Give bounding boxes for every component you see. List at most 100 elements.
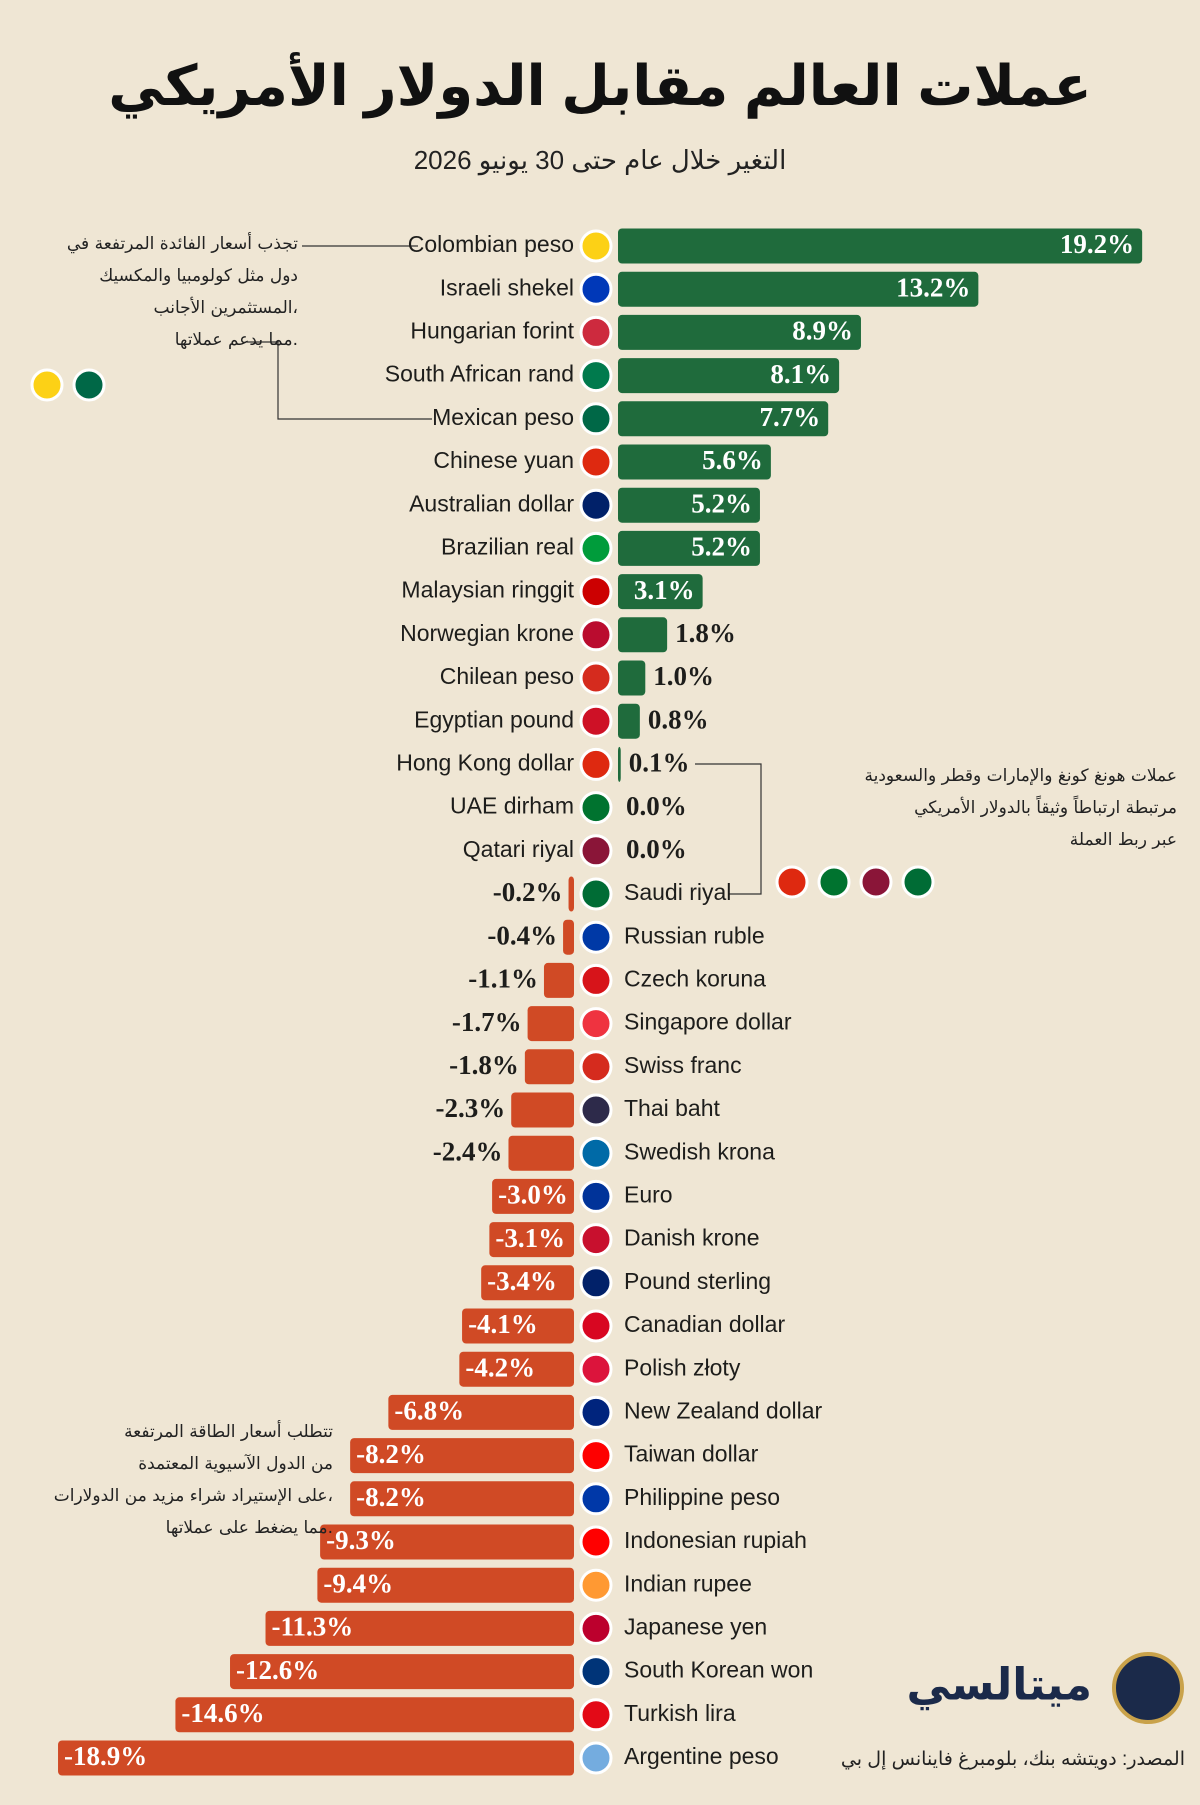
value-label: -3.1% <box>495 1223 565 1253</box>
value-label: 8.1% <box>770 359 831 389</box>
flag-icon <box>579 1655 613 1689</box>
value-label: -0.4% <box>487 920 557 950</box>
category-label: Mexican peso <box>432 404 574 430</box>
bar <box>230 1654 574 1690</box>
value-label: 1.8% <box>675 618 736 648</box>
flag-icon <box>579 575 613 609</box>
flag-icon <box>579 1050 613 1084</box>
flag-icon <box>579 1266 613 1300</box>
value-label: -1.1% <box>468 964 538 994</box>
category-label: Polish złoty <box>624 1354 741 1380</box>
annotation: على الإستيراد شراء مزيد من الدولارات، <box>54 1486 333 1506</box>
value-label: -14.6% <box>181 1698 264 1728</box>
flag-icon <box>817 865 851 899</box>
flag-icon <box>579 618 613 652</box>
category-label: Egyptian pound <box>414 706 574 732</box>
flag-icon <box>579 359 613 393</box>
bar <box>350 1481 574 1517</box>
category-label: Turkish lira <box>624 1700 736 1726</box>
flag-icon <box>579 488 613 522</box>
bar <box>508 1135 574 1171</box>
bar <box>618 358 840 394</box>
value-label: -1.7% <box>452 1007 522 1037</box>
source: المصدر: دويتشه بنك، بلومبرغ فاينانس إل ب… <box>841 1749 1185 1771</box>
bar <box>492 1178 574 1214</box>
flag-icon <box>579 1741 613 1775</box>
value-label: -8.2% <box>356 1482 426 1512</box>
flag-icon <box>775 865 809 899</box>
category-label: South Korean won <box>624 1657 813 1683</box>
category-label: Swiss franc <box>624 1052 742 1078</box>
category-label: Czech koruna <box>624 965 766 991</box>
bar <box>350 1438 574 1474</box>
category-label: Chinese yuan <box>433 447 574 473</box>
value-label: -9.4% <box>323 1568 393 1598</box>
flag-icon <box>579 315 613 349</box>
value-label: 0.0% <box>626 834 687 864</box>
bar <box>58 1740 574 1776</box>
flag-icon <box>579 1309 613 1343</box>
bar <box>481 1265 574 1301</box>
bar <box>618 617 668 653</box>
category-label: Euro <box>624 1181 673 1207</box>
bar <box>175 1697 575 1733</box>
value-label: -3.0% <box>498 1180 568 1210</box>
annotation: تجذب أسعار الفائدة المرتفعة في <box>67 232 298 254</box>
category-label: Canadian dollar <box>624 1311 785 1337</box>
category-label: New Zealand dollar <box>624 1397 823 1423</box>
category-label: Israeli shekel <box>440 274 574 300</box>
flag-icon <box>579 272 613 306</box>
chart-title: عملات العالم مقابل الدولار الأمريكي <box>108 51 1092 119</box>
chart-subtitle: التغير خلال عام حتى 30 يونيو 2026 <box>414 145 787 176</box>
bar <box>320 1524 574 1560</box>
bar <box>527 1006 574 1042</box>
flag-icon <box>579 661 613 695</box>
category-label: Thai baht <box>624 1095 721 1121</box>
brand-logo <box>1112 1652 1184 1724</box>
flag-icon <box>901 865 935 899</box>
category-label: Danish krone <box>624 1225 760 1251</box>
category-label: Japanese yen <box>624 1613 767 1639</box>
flag-icon <box>72 368 106 402</box>
annotation: عملات هونغ كونغ والإمارات وقطر والسعودية <box>864 766 1177 786</box>
flag-icon <box>579 1093 613 1127</box>
flag-icon <box>579 1698 613 1732</box>
flag-icon <box>579 920 613 954</box>
category-label: Brazilian real <box>441 533 574 559</box>
value-label: -0.2% <box>493 877 563 907</box>
annotation: عبر ربط العملة <box>1070 830 1177 850</box>
bar <box>462 1308 574 1344</box>
value-label: -8.2% <box>356 1439 426 1469</box>
category-label: Taiwan dollar <box>624 1441 759 1467</box>
category-label: Argentine peso <box>624 1743 779 1769</box>
category-label: Colombian peso <box>408 231 574 257</box>
value-label: -18.9% <box>64 1741 147 1771</box>
bar <box>618 228 1143 264</box>
brand: ميتالسي <box>907 1661 1093 1711</box>
annotation: مرتبطة ارتباطاً وثيقاً بالدولار الأمريكي <box>914 794 1177 818</box>
category-label: Swedish krona <box>624 1138 775 1164</box>
value-label: -3.4% <box>487 1266 557 1296</box>
bar <box>618 574 703 610</box>
flag-icon <box>30 368 64 402</box>
value-label: 7.7% <box>759 402 820 432</box>
bar <box>511 1092 574 1128</box>
flag-icon <box>579 1352 613 1386</box>
bar <box>563 919 574 955</box>
category-label: Hungarian forint <box>410 317 574 343</box>
bar <box>388 1394 574 1430</box>
value-label: 5.6% <box>702 445 763 475</box>
connectors <box>247 245 762 895</box>
bar <box>459 1351 574 1387</box>
bar <box>524 1049 574 1085</box>
bar <box>618 401 829 437</box>
flag-icon <box>579 1395 613 1429</box>
value-label: -4.2% <box>465 1352 535 1382</box>
flag-icon <box>579 1136 613 1170</box>
value-label: -12.6% <box>236 1655 319 1685</box>
bar <box>618 703 640 739</box>
category-label: Chilean peso <box>440 663 574 689</box>
flag-icon <box>579 704 613 738</box>
value-label: -11.3% <box>272 1612 354 1642</box>
flag-icon <box>859 865 893 899</box>
